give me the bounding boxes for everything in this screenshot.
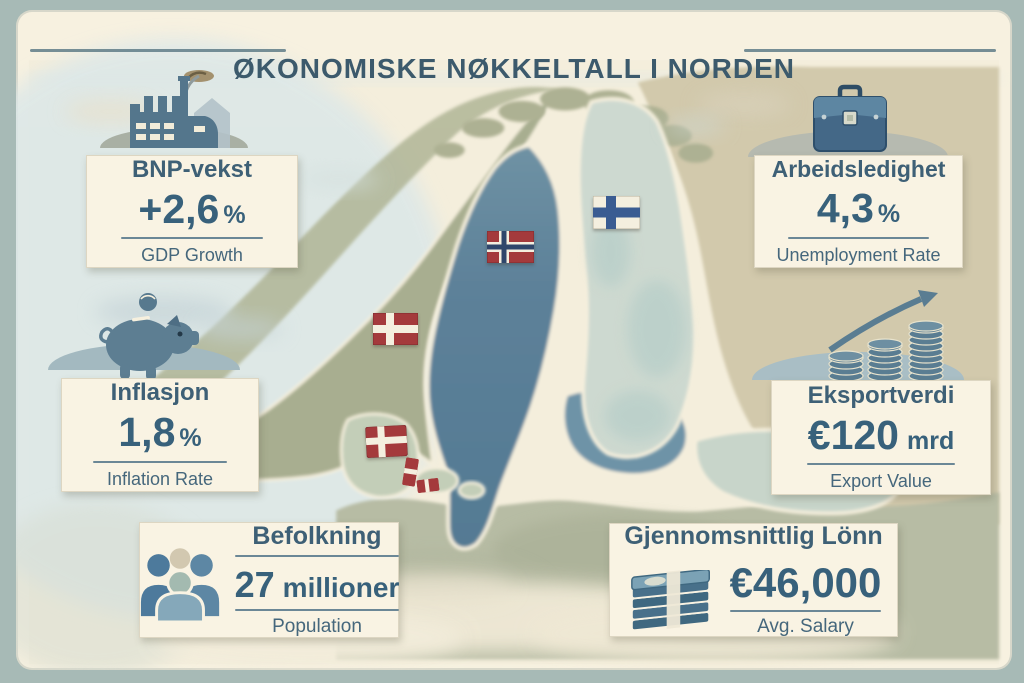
gdp-label: BNP-vekst [131,155,253,183]
unemployment-label: Arbeidsledighet [771,156,946,183]
danish-island-2 [457,481,486,500]
coin-stacks-arrow-icon [824,288,952,387]
factory-icon [102,68,242,153]
gdp-card: BNP-vekst +2,6% GDP Growth [86,155,298,268]
inflation-label: Inflasjon [110,379,210,407]
gdp-divider [120,237,264,240]
population-card: Befolkning 27 millioner Population [139,522,400,638]
salary-label: Gjennomsnittlig Lönn [624,522,883,551]
salary-divider-bottom [729,609,882,612]
piggy-bank-icon [88,290,208,387]
unemployment-value: 4,3% [816,184,901,231]
population-value: 27 millioner [234,564,400,606]
unemployment-divider [788,236,929,239]
denmark-flag-small [365,424,408,459]
salary-sublabel: Avg. Salary [757,615,854,637]
export-value: €120 mrd [807,411,955,458]
gdp-value: +2,6% [138,185,246,232]
salary-row: €46,000 Avg. Salary [626,559,882,638]
briefcase-icon [810,84,890,159]
norway-flag [487,231,534,263]
salary-text-column: €46,000 Avg. Salary [729,559,882,638]
page-title: ØKONOMISKE NØKKELTALL I NORDEN [233,52,795,84]
banknotes-icon [626,568,718,632]
export-card: Eksportverdi €120 mrd Export Value [771,380,991,495]
title-rule-left [30,49,286,52]
denmark-flag-fragment-1 [402,457,419,487]
export-divider [806,463,956,466]
salary-value: €46,000 [729,559,882,607]
export-label: Eksportverdi [807,381,955,409]
title-row: ØKONOMISKE NØKKELTALL I NORDEN [16,30,1012,84]
unemployment-card: Arbeidsledighet 4,3% Unemployment Rate [754,155,963,268]
population-text-column: Befolkning 27 millioner Population [234,522,400,638]
inflation-divider [93,460,227,463]
population-divider-bottom [234,608,400,611]
inflation-sublabel: Inflation Rate [106,468,214,489]
population-divider-top [234,555,400,558]
unemployment-sublabel: Unemployment Rate [776,244,941,265]
export-sublabel: Export Value [830,471,932,492]
population-sublabel: Population [272,615,362,637]
finland-lake-patches [591,216,687,441]
panel-background: ØKONOMISKE NØKKELTALL I NORDEN [16,10,1012,670]
denmark-flag [373,313,418,345]
inflation-card: Inflasjon 1,8% Inflation Rate [61,378,259,492]
title-rule-right [744,49,996,52]
finland-flag [593,196,640,229]
salary-card: Gjennomsnittlig Lönn [609,522,898,638]
horizon-haze [28,73,1000,84]
denmark-flag-fragment-2 [416,477,440,494]
gdp-sublabel: GDP Growth [141,245,243,266]
population-label: Befolkning [252,522,382,551]
inflation-value: 1,8% [118,409,202,456]
people-group-icon [139,537,225,624]
